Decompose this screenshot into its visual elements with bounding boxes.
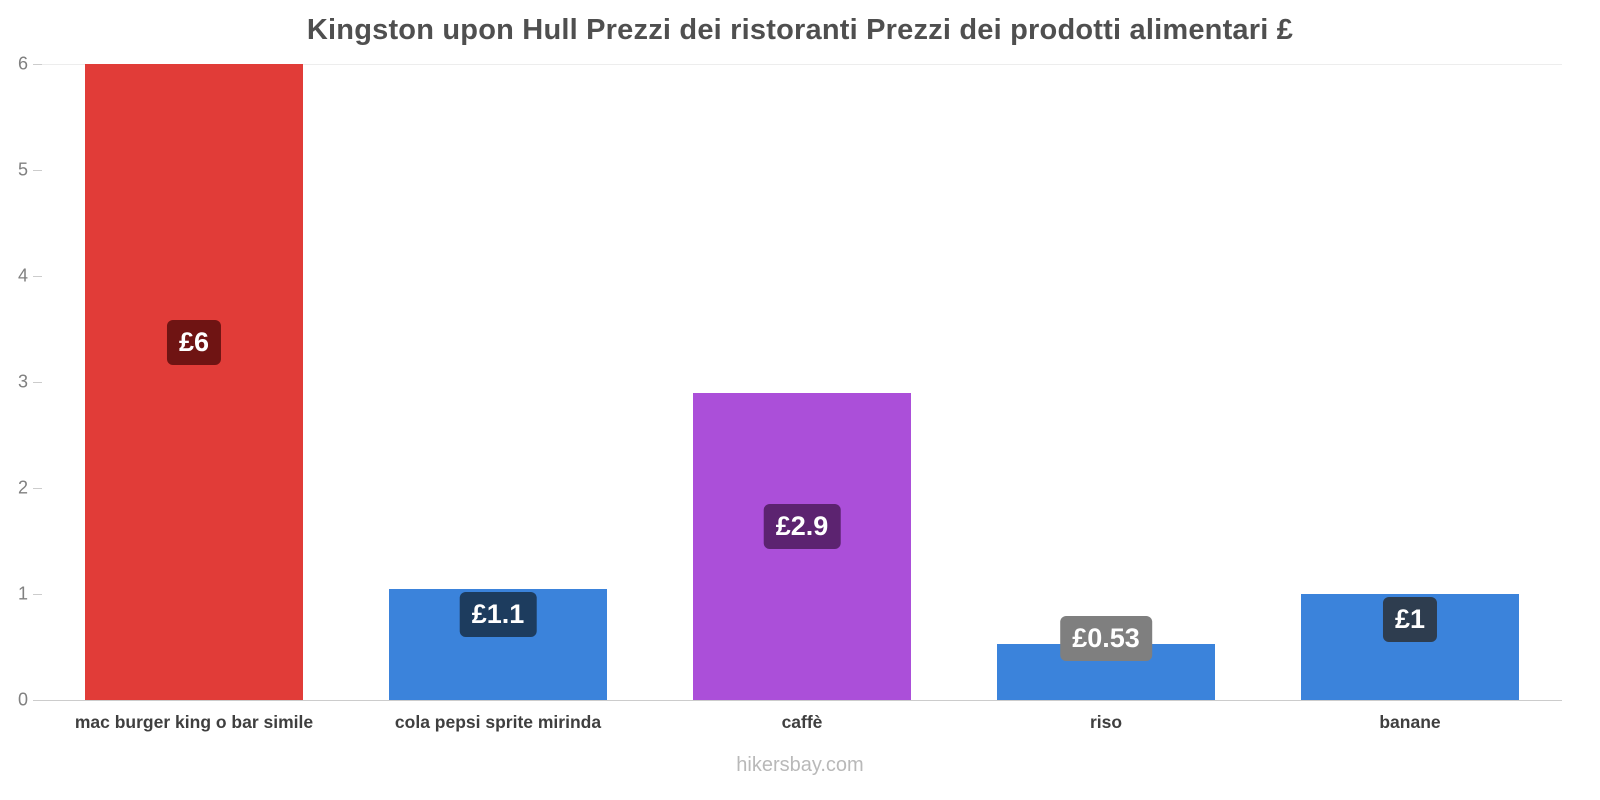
y-tick-label: 6 — [17, 53, 28, 74]
y-tick-label: 1 — [17, 583, 28, 604]
y-tick-label: 5 — [17, 159, 28, 180]
y-tick-mark — [33, 488, 42, 489]
y-tick-mark — [33, 64, 42, 65]
bar-value-badge: £0.53 — [1060, 615, 1152, 661]
plot-area: 0 1 2 3 4 5 6 £6 £1.1 £2.9 £0.53 £1 — [18, 54, 1562, 710]
x-axis-label: caffè — [781, 712, 823, 732]
bar: £2.9 — [692, 392, 912, 700]
chart-title: Kingston upon Hull Prezzi dei ristoranti… — [306, 14, 1294, 46]
y-tick-label: 0 — [17, 689, 28, 710]
y-tick-mark — [33, 382, 42, 383]
bar: £0.53 — [996, 615, 1216, 700]
bar: £6 — [84, 64, 304, 700]
y-tick-mark — [33, 700, 42, 701]
bar-value-badge: £1 — [1382, 597, 1438, 643]
bar: £1 — [1300, 594, 1520, 700]
bar-value-badge: £6 — [166, 319, 222, 365]
x-axis-label: mac burger king o bar simile — [74, 712, 314, 732]
y-tick-label: 2 — [17, 477, 28, 498]
y-tick-label: 4 — [17, 265, 28, 286]
x-axis-line — [42, 700, 1562, 701]
bar-value-badge: £1.1 — [459, 591, 537, 637]
bar-value-badge: £2.9 — [763, 503, 841, 549]
bar: £1.1 — [388, 588, 608, 700]
footer-watermark: hikersbay.com — [736, 754, 864, 776]
gridline-top — [42, 64, 1562, 65]
y-tick-mark — [33, 594, 42, 595]
x-axis-label: banane — [1379, 712, 1441, 732]
x-axis-label: cola pepsi sprite mirinda — [394, 712, 602, 732]
y-tick-mark — [33, 170, 42, 171]
y-tick-label: 3 — [17, 371, 28, 392]
y-tick-mark — [33, 276, 42, 277]
x-axis-label: riso — [1089, 712, 1123, 732]
x-axis-labels: mac burger king o bar simile cola pepsi s… — [42, 712, 1562, 738]
